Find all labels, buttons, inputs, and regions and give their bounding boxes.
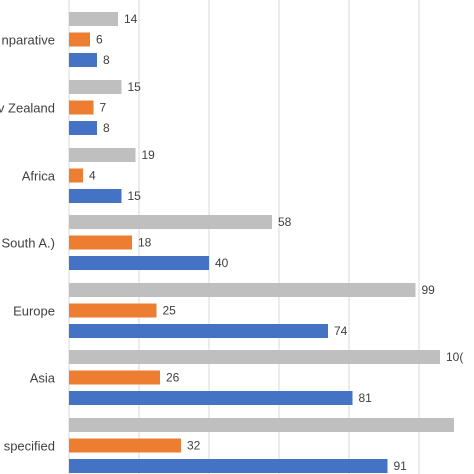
bars [69,12,454,473]
bar [69,189,122,203]
value-label: 14 [124,12,138,26]
bar [69,235,132,250]
category-label: Europe [13,304,55,319]
bar [69,324,328,338]
category-labels: nparative v Zealand Africa South A.) Europe A… [0,33,56,454]
value-label: 32 [187,439,201,453]
category-label: v Zealand [0,101,55,116]
value-label: 26 [166,371,180,385]
value-label: 25 [163,304,177,318]
bar [69,215,272,229]
bar [69,53,97,67]
value-label: 74 [334,324,348,338]
category-label: specified [4,439,55,454]
value-label: 18 [138,236,152,250]
value-label: 91 [394,459,408,473]
bar [69,418,454,432]
value-label: 58 [278,215,292,229]
value-label: 6 [96,33,103,47]
value-label: 10( [446,350,463,364]
value-label: 15 [128,80,142,94]
bar [69,256,209,270]
bar [69,391,353,405]
value-label: 81 [359,391,373,405]
value-label: 8 [103,53,110,67]
value-label: 8 [103,121,110,135]
category-label: Asia [30,371,56,386]
value-label: 15 [128,189,142,203]
bar [69,80,122,94]
category-label: South A.) [2,236,55,251]
bar [69,148,136,162]
bar [69,370,160,385]
bar [69,283,416,297]
category-label: nparative [2,33,55,48]
bar [69,168,83,183]
value-label: 4 [89,169,96,183]
value-label: 7 [100,101,107,115]
bar [69,459,388,473]
bar [69,32,90,47]
bar [69,121,97,135]
bar [69,12,118,26]
bar [69,350,440,364]
bar [69,438,181,453]
value-label: 19 [142,148,156,162]
value-label: 40 [215,256,229,270]
bar [69,303,157,318]
bar [69,100,94,115]
value-label: 99 [422,283,436,297]
category-label: Africa [22,169,56,184]
